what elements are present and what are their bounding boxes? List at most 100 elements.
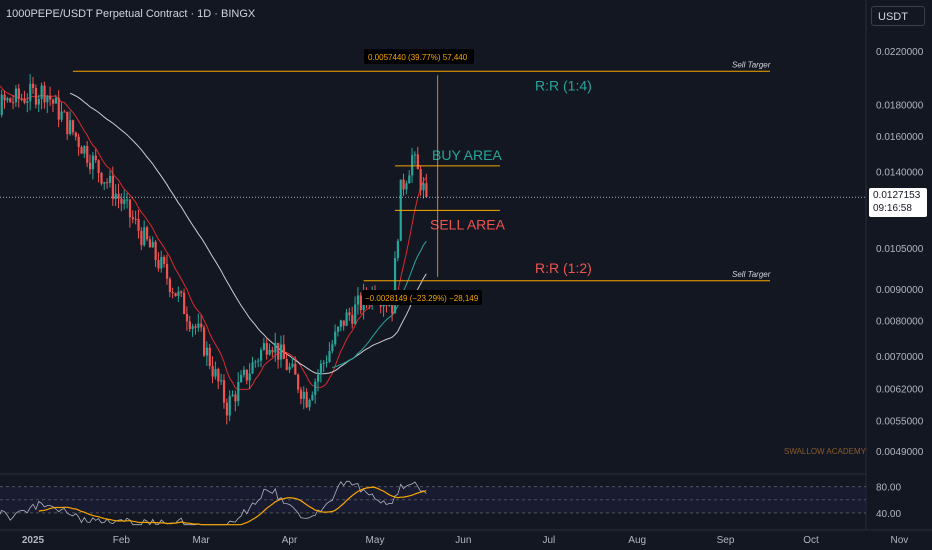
measure-lower-box <box>362 290 482 305</box>
candle-body <box>69 120 72 135</box>
candle-body <box>285 358 288 370</box>
candle-body <box>314 381 317 395</box>
upper-target-label: Sell Targer <box>732 60 771 69</box>
candle-body <box>12 102 15 104</box>
candle-body <box>191 326 194 329</box>
candle-body <box>171 291 174 293</box>
candle-body <box>339 320 342 327</box>
candle-body <box>302 391 305 399</box>
candle-body <box>43 85 46 103</box>
candle-body <box>168 278 171 292</box>
rsi-level-label: 40.00 <box>876 509 901 520</box>
y-tick-label: 0.0062000 <box>876 384 924 395</box>
candle-body <box>319 363 323 375</box>
candle-body <box>126 199 129 201</box>
candle-body <box>123 199 126 204</box>
candle-body <box>354 304 357 324</box>
candle-body <box>203 327 206 356</box>
candle-body <box>154 241 157 260</box>
candle-body <box>351 314 354 324</box>
y-tick-label: 0.0055000 <box>876 416 924 427</box>
candle-body <box>163 256 166 264</box>
candle-body <box>83 146 86 154</box>
candle-body <box>291 363 294 367</box>
candle-body <box>211 366 214 377</box>
candle-body <box>131 217 134 219</box>
candle-body <box>405 183 408 190</box>
candle-body <box>393 258 397 314</box>
x-tick-label: Jun <box>455 535 471 546</box>
rsi-level-label: 80.00 <box>876 483 901 494</box>
candle-body <box>194 326 197 328</box>
candle-body <box>32 83 35 88</box>
sell-area-label: SELL AREA <box>430 216 506 232</box>
candle-body <box>177 291 180 297</box>
candle-body <box>391 304 394 314</box>
candle-body <box>214 368 217 377</box>
candle-body <box>262 343 266 350</box>
candle-body <box>325 361 328 363</box>
candle-body <box>200 323 203 328</box>
candle-body <box>165 263 169 279</box>
candle-body <box>106 182 109 184</box>
measure-upper-label: 0.0057440 (39.77%) 57,440 <box>368 53 468 62</box>
candle-body <box>225 402 228 416</box>
candle-body <box>80 147 83 154</box>
y-tick-label: 0.0180000 <box>876 101 924 112</box>
candle-body <box>146 227 149 240</box>
candle-body <box>140 230 143 246</box>
candle-body <box>151 241 154 248</box>
candle-body <box>26 101 29 103</box>
y-tick-label: 0.0220000 <box>876 47 924 58</box>
candle-body <box>268 349 271 355</box>
candle-body <box>54 97 57 104</box>
candle-body <box>331 344 334 352</box>
candle-body <box>271 349 274 353</box>
candle-body <box>197 323 200 328</box>
candle-body <box>402 179 405 190</box>
y-tick-label: 0.0070000 <box>876 352 924 363</box>
x-tick-label: Mar <box>193 535 211 546</box>
candle-body <box>328 351 331 362</box>
candle-body <box>120 198 123 204</box>
candle-body <box>279 344 283 360</box>
candle-body <box>217 368 220 382</box>
candle-body <box>408 175 411 184</box>
candle-body <box>117 193 120 199</box>
candle-body <box>228 395 231 416</box>
candle-body <box>46 95 49 103</box>
candle-body <box>345 312 348 326</box>
candle-body <box>34 87 38 105</box>
candle-body <box>388 304 391 306</box>
candle-body <box>51 99 55 104</box>
x-tick-label: Oct <box>803 535 819 546</box>
candle-body <box>20 98 23 100</box>
candle-body <box>260 349 263 361</box>
measure-lower-label: −0.0028149 (−23.29%) −28,149 <box>365 294 479 303</box>
candle-body <box>185 313 189 322</box>
candle-body <box>40 85 43 99</box>
ma-long-line <box>69 92 427 375</box>
candle-body <box>245 369 248 381</box>
candle-body <box>308 400 311 408</box>
candle-body <box>294 363 297 375</box>
ma-mid-line <box>332 240 427 368</box>
candle-body <box>94 155 97 161</box>
candle-body <box>89 162 92 170</box>
candle-body <box>297 374 300 390</box>
candle-body <box>277 342 280 360</box>
chart-title: 1000PEPE/USDT Perpetual Contract · 1D · … <box>6 8 256 20</box>
candle-body <box>9 98 12 103</box>
y-tick-label: 0.0140000 <box>876 168 924 179</box>
candle-body <box>74 132 77 137</box>
lower-target-label: Sell Targer <box>732 270 771 279</box>
rsi-ma-line <box>38 486 427 526</box>
candle-body <box>205 347 209 356</box>
candle-body <box>14 88 18 103</box>
currency-button[interactable]: USDT <box>871 6 925 26</box>
candle-body <box>348 312 351 315</box>
y-tick-label: 0.0049000 <box>876 447 924 458</box>
